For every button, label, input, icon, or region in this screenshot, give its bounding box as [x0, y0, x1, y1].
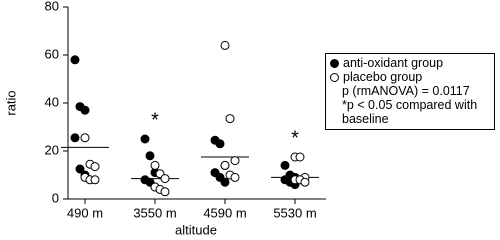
data-point — [150, 160, 160, 170]
data-point — [90, 175, 100, 185]
annotation: * — [291, 127, 299, 149]
y-tick-label: 60 — [45, 46, 59, 61]
data-point — [220, 160, 230, 170]
legend-note: *p < 0.05 compared with baseline — [342, 98, 478, 126]
legend-label: anti-oxidant group — [343, 56, 444, 70]
data-point — [145, 151, 155, 161]
data-point — [80, 133, 90, 143]
y-tick-label: 80 — [45, 0, 59, 13]
data-point — [160, 187, 170, 197]
data-point — [70, 133, 80, 143]
data-point — [70, 55, 80, 65]
x-tick-label: 3550 m — [133, 205, 176, 220]
legend-marker — [330, 72, 339, 82]
legend-item: placebo group — [330, 70, 494, 84]
data-point — [300, 177, 310, 187]
legend-item: anti-oxidant group — [330, 56, 494, 70]
y-axis-label: ratio — [3, 90, 18, 115]
data-point — [220, 40, 230, 50]
data-point — [80, 105, 90, 115]
data-point — [90, 162, 100, 172]
y-tick-label: 20 — [45, 142, 59, 157]
data-point — [280, 160, 290, 170]
data-point — [75, 164, 85, 174]
data-point — [140, 134, 150, 144]
data-point — [215, 139, 225, 149]
data-point — [160, 174, 170, 184]
data-point — [220, 177, 230, 187]
legend-label: placebo group — [343, 70, 423, 84]
data-point — [230, 172, 240, 182]
legend-marker — [330, 58, 339, 68]
x-tick-label: 490 m — [67, 205, 103, 220]
x-tick-label: 5530 m — [273, 205, 316, 220]
y-tick-label: 0 — [52, 190, 59, 205]
y-tick-label: 40 — [45, 94, 59, 109]
x-tick-label: 4590 m — [203, 205, 246, 220]
x-axis-label: altitude — [175, 222, 217, 237]
data-point — [295, 152, 305, 162]
data-point — [230, 156, 240, 166]
annotation: * — [151, 109, 159, 131]
legend: anti-oxidant group placebo group p (rmANOV… — [325, 53, 495, 130]
data-point — [225, 114, 235, 124]
legend-note: p (rmANOVA) = 0.0117 — [342, 84, 470, 98]
